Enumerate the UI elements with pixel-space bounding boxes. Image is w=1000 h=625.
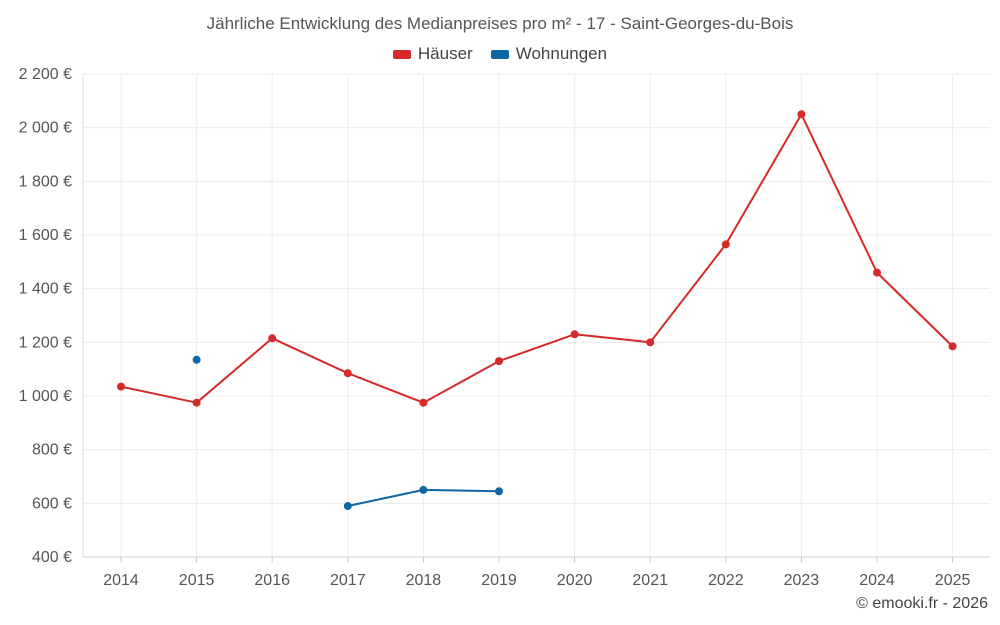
x-tick-label: 2024 xyxy=(859,572,895,589)
data-point-haeuser xyxy=(419,398,428,407)
series-line-haeuser xyxy=(120,113,954,404)
y-tick-label: 2 000 € xyxy=(19,120,72,137)
x-tick-label: 2019 xyxy=(481,572,517,589)
legend-swatch-haeuser xyxy=(392,49,411,59)
y-tick-label: 800 € xyxy=(32,442,72,459)
data-point-haeuser xyxy=(192,398,201,407)
x-tick-label: 2021 xyxy=(632,572,668,589)
x-tick-label: 2016 xyxy=(254,572,290,589)
x-tick-label: 2020 xyxy=(557,572,593,589)
data-point-haeuser xyxy=(873,268,881,277)
data-point-haeuser xyxy=(117,382,125,391)
data-point-wohnungen xyxy=(343,502,352,511)
x-tick-label: 2014 xyxy=(103,572,139,589)
y-tick-label: 1 000 € xyxy=(19,388,72,405)
data-point-wohnungen xyxy=(495,487,503,496)
data-point-haeuser xyxy=(948,342,957,351)
data-point-haeuser xyxy=(268,334,277,343)
legend-item-haeuser[interactable]: Häuser xyxy=(392,44,473,64)
y-tick-label: 2 200 € xyxy=(19,66,72,83)
x-tick-label: 2022 xyxy=(708,572,744,589)
y-tick-label: 1 800 € xyxy=(19,173,72,190)
data-point-haeuser xyxy=(646,338,655,347)
x-tick-label: 2025 xyxy=(935,572,971,589)
chart-title: Jährliche Entwicklung des Medianpreises … xyxy=(206,14,794,33)
y-tick-label: 400 € xyxy=(32,549,72,566)
y-tick-label: 1 600 € xyxy=(19,227,72,244)
y-tick-label: 1 400 € xyxy=(19,281,72,298)
data-point-wohnungen xyxy=(192,355,201,364)
chart-legend: Häuser Wohnungen xyxy=(0,44,1000,64)
credit-text: © emooki.fr - 2026 xyxy=(856,595,988,612)
x-tick-label: 2015 xyxy=(179,572,215,589)
data-point-haeuser xyxy=(495,357,503,366)
data-point-haeuser xyxy=(343,369,352,378)
legend-label-wohnungen: Wohnungen xyxy=(515,44,608,63)
x-tick-label: 2023 xyxy=(784,572,820,589)
y-tick-label: 1 200 € xyxy=(19,334,72,351)
data-point-haeuser xyxy=(570,330,579,339)
x-tick-label: 2017 xyxy=(330,572,366,589)
data-point-haeuser xyxy=(797,110,806,119)
data-point-haeuser xyxy=(721,240,730,249)
y-tick-label: 600 € xyxy=(32,495,72,512)
x-tick-label: 2018 xyxy=(406,572,442,589)
legend-item-wohnungen[interactable]: Wohnungen xyxy=(490,44,608,64)
data-point-wohnungen xyxy=(419,485,428,494)
legend-label-haeuser: Häuser xyxy=(417,44,473,63)
legend-swatch-wohnungen xyxy=(490,49,509,59)
